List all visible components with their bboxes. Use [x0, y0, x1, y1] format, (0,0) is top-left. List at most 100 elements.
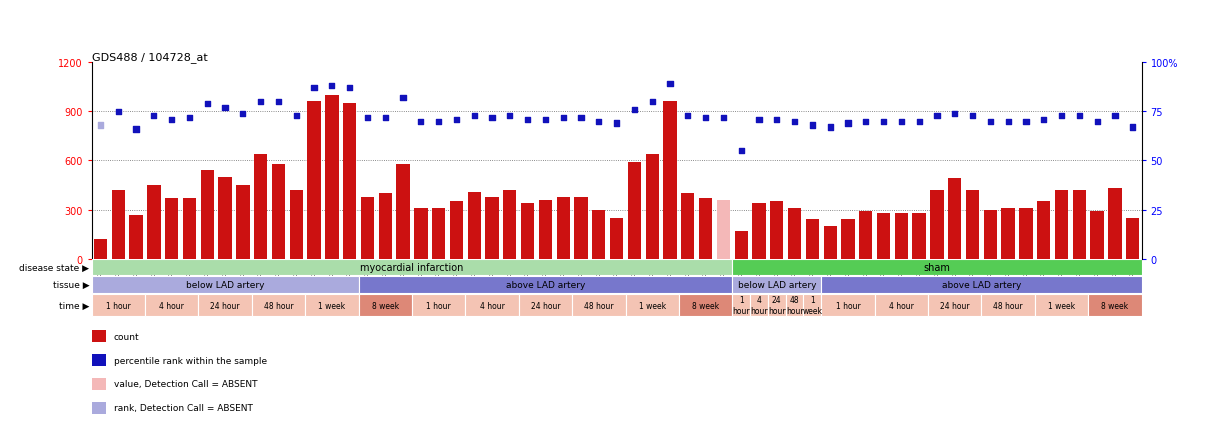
Text: 48 hour: 48 hour — [264, 301, 293, 310]
Bar — [1001, 208, 1015, 259]
Bar — [823, 227, 836, 259]
Bar — [912, 214, 926, 259]
Text: rank, Detection Call = ABSENT: rank, Detection Call = ABSENT — [114, 404, 253, 412]
Bar — [289, 191, 303, 259]
Bar — [1055, 191, 1068, 259]
Text: 1 week: 1 week — [639, 301, 665, 310]
Point — [553, 115, 573, 122]
Point — [482, 115, 502, 122]
Bar — [200, 171, 214, 259]
Bar — [947, 179, 961, 259]
Point — [339, 85, 359, 92]
Bar — [521, 204, 535, 259]
Text: 4 hour: 4 hour — [889, 301, 913, 310]
Text: 48 hour: 48 hour — [994, 301, 1023, 310]
Text: count: count — [114, 332, 139, 341]
Bar — [414, 208, 427, 259]
Point — [393, 95, 413, 102]
Bar — [92, 260, 733, 276]
Text: 4 hour: 4 hour — [159, 301, 184, 310]
Point — [642, 99, 662, 105]
Point — [536, 116, 556, 123]
Bar — [928, 295, 982, 316]
Point — [980, 118, 1000, 125]
Text: 1 hour: 1 hour — [426, 301, 451, 310]
Point — [625, 107, 645, 114]
Point — [198, 101, 217, 108]
Point — [90, 122, 110, 129]
Point — [696, 115, 716, 122]
Bar — [982, 295, 1035, 316]
Text: 1
hour: 1 hour — [733, 296, 750, 315]
Text: 8 week: 8 week — [371, 301, 399, 310]
Text: 48 hour: 48 hour — [584, 301, 614, 310]
Bar — [874, 295, 928, 316]
Bar — [183, 199, 197, 259]
Point — [250, 99, 270, 105]
Point — [447, 116, 466, 123]
Point — [891, 118, 911, 125]
Point — [179, 115, 199, 122]
Point — [429, 118, 448, 125]
Bar — [411, 295, 465, 316]
Text: above LAD artery: above LAD artery — [941, 280, 1021, 289]
Bar — [822, 295, 874, 316]
Point — [109, 108, 128, 115]
Point — [1016, 118, 1035, 125]
Text: percentile rank within the sample: percentile rank within the sample — [114, 356, 266, 365]
Text: 24 hour: 24 hour — [940, 301, 969, 310]
Text: 8 week: 8 week — [692, 301, 719, 310]
Bar — [733, 295, 750, 316]
Point — [785, 118, 805, 125]
Bar — [930, 191, 944, 259]
Bar — [610, 218, 623, 259]
Bar — [895, 214, 908, 259]
Bar — [679, 295, 733, 316]
Bar — [1109, 189, 1122, 259]
Text: 24 hour: 24 hour — [210, 301, 239, 310]
Bar — [752, 204, 766, 259]
Point — [927, 112, 946, 119]
Text: below LAD artery: below LAD artery — [186, 280, 264, 289]
Point — [571, 115, 591, 122]
Bar — [432, 208, 446, 259]
Bar — [519, 295, 573, 316]
Text: sham: sham — [923, 263, 950, 273]
Bar — [145, 295, 198, 316]
Point — [874, 118, 894, 125]
Point — [144, 112, 164, 119]
Bar — [770, 202, 784, 259]
Point — [1051, 112, 1071, 119]
Point — [750, 116, 769, 123]
Text: above LAD artery: above LAD artery — [505, 280, 585, 289]
Bar — [343, 104, 357, 259]
Bar — [625, 295, 679, 316]
Bar — [574, 197, 587, 259]
Point — [963, 112, 983, 119]
Point — [945, 111, 965, 118]
Point — [322, 83, 342, 90]
Bar — [468, 192, 481, 259]
Bar — [92, 295, 145, 316]
Text: 1 week: 1 week — [319, 301, 346, 310]
Point — [304, 85, 324, 92]
Text: 24 hour: 24 hour — [531, 301, 560, 310]
Bar — [1090, 212, 1104, 259]
Point — [376, 115, 396, 122]
Bar — [768, 295, 785, 316]
Point — [269, 99, 288, 105]
Point — [518, 116, 537, 123]
Bar — [538, 201, 552, 259]
Point — [411, 118, 431, 125]
Bar — [592, 210, 606, 259]
Text: value, Detection Call = ABSENT: value, Detection Call = ABSENT — [114, 380, 258, 388]
Bar — [359, 295, 411, 316]
Point — [821, 124, 840, 131]
Bar — [1073, 191, 1085, 259]
Bar — [486, 197, 498, 259]
Bar — [219, 178, 232, 259]
Text: GDS488 / 104728_at: GDS488 / 104728_at — [92, 52, 208, 63]
Text: 4 hour: 4 hour — [480, 301, 504, 310]
Bar — [359, 276, 733, 294]
Point — [802, 122, 822, 129]
